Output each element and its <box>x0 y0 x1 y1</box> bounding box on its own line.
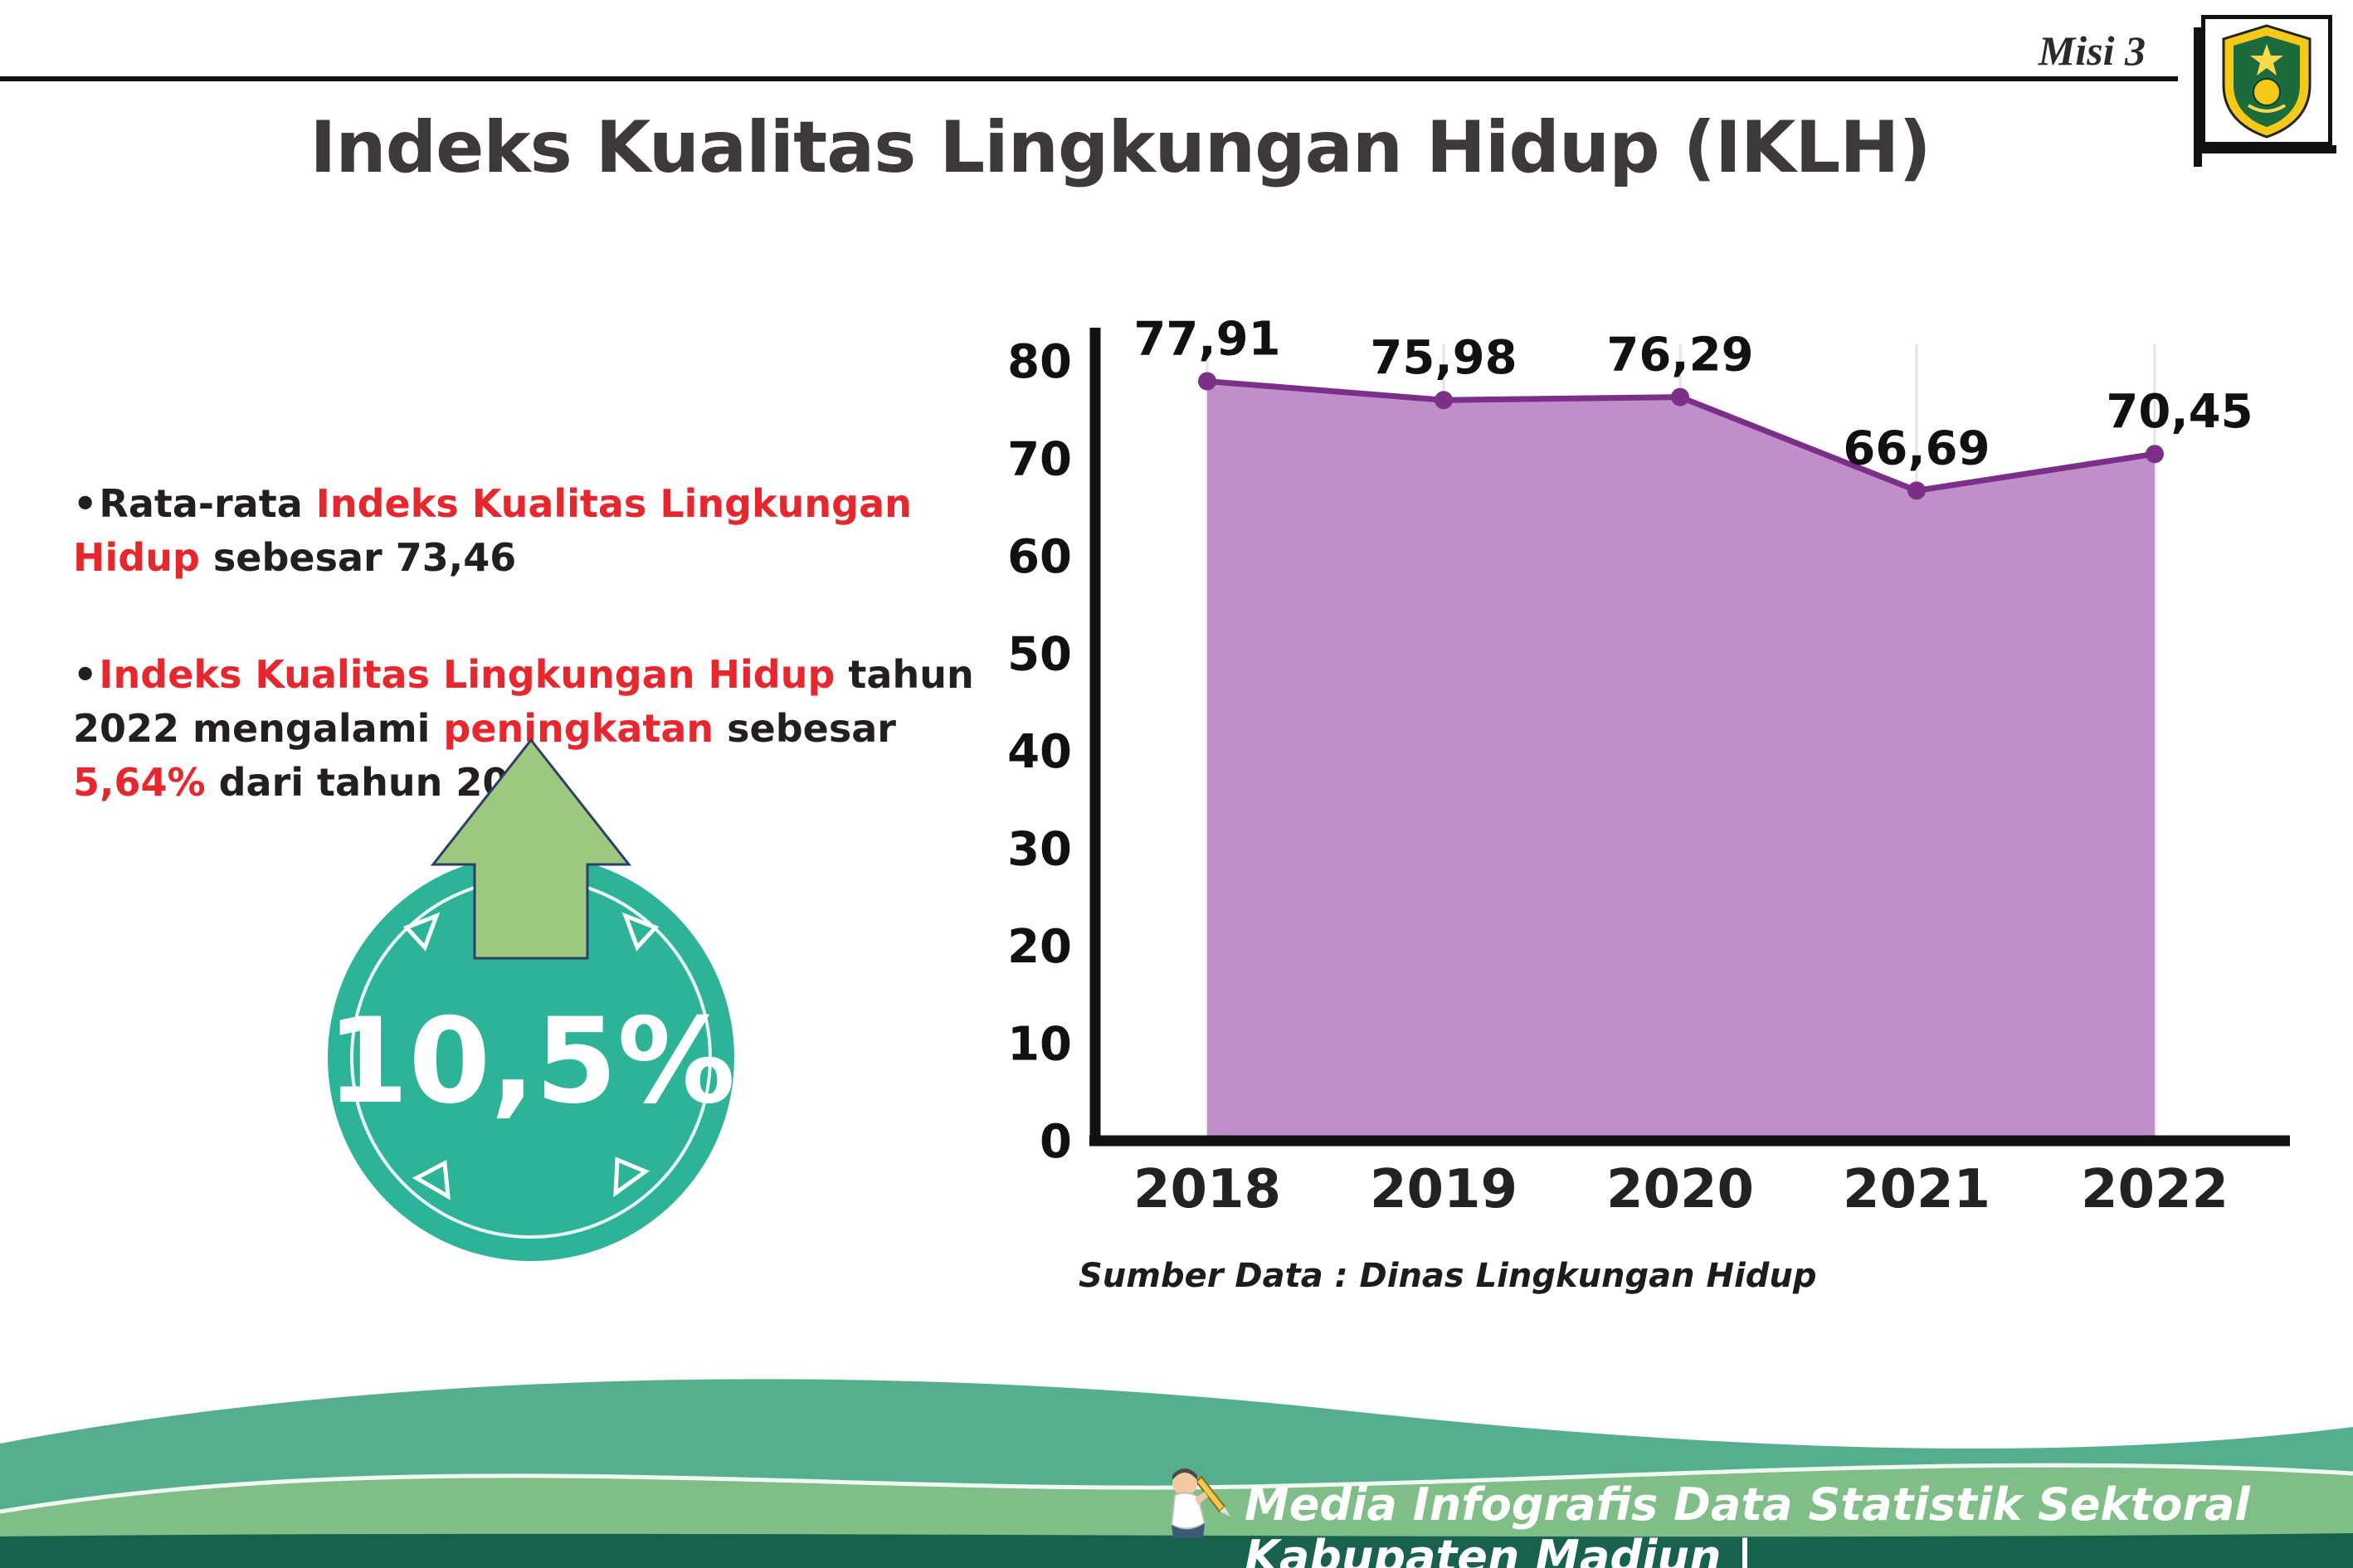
bullet2-highlight2: peningkatan <box>443 705 714 751</box>
value-label: 70,45 <box>2106 385 2253 439</box>
footer-caption: Media Infografis Data Statistik Sektoral… <box>1245 1478 2250 1568</box>
data-point <box>1907 481 1926 500</box>
bullet2-highlight1: Indeks Kualitas Lingkungan Hidup <box>99 651 835 697</box>
badge-circle <box>328 855 734 1261</box>
y-tick-label: 60 <box>1007 530 1072 584</box>
y-tick-label: 10 <box>1007 1018 1072 1072</box>
bullet2-text2: sebesar <box>714 705 896 751</box>
y-tick-label: 20 <box>1007 920 1072 974</box>
iklh-chart: 0 10 20 30 40 50 60 70 80 2018 2019 2020 2021 2022 77,… <box>1007 274 2323 1319</box>
mascot-icon <box>1153 1458 1236 1550</box>
y-tick-label: 0 <box>1040 1115 1072 1169</box>
bullet1-highlight: Indeks Kualitas Lingkungan Hidup <box>73 481 912 581</box>
logo-bottom-bracket <box>2194 145 2336 153</box>
kabupaten-madiun-logo <box>2194 15 2336 167</box>
logo-left-bracket <box>2194 27 2202 167</box>
x-tick-label: 2022 <box>2081 1159 2229 1220</box>
misi-label: Misi 3 <box>2038 27 2146 74</box>
bullet-dot: • <box>73 481 98 526</box>
x-tick-label: 2021 <box>1843 1159 1990 1220</box>
bullet1-value: sebesar 73,46 <box>199 535 517 581</box>
data-point <box>1671 387 1689 407</box>
footer-strip-dark <box>0 1533 2353 1568</box>
x-tick-label: 2019 <box>1370 1159 1518 1220</box>
bullet2-highlight3: 5,64% <box>73 760 206 806</box>
badge-value: 10,5% <box>327 993 736 1130</box>
area-series <box>1207 381 2155 1141</box>
data-point <box>1198 372 1216 391</box>
value-label: 75,98 <box>1370 331 1517 385</box>
value-label: 76,29 <box>1606 329 1753 382</box>
value-label: 77,91 <box>1133 313 1280 367</box>
y-tick-label: 50 <box>1007 628 1072 682</box>
x-tick-label: 2020 <box>1606 1159 1754 1220</box>
bullet1-text: Rata-rata <box>99 481 316 526</box>
y-tick-label: 70 <box>1007 433 1072 487</box>
value-label: 66,69 <box>1843 421 1990 475</box>
page-title: Indeks Kualitas Lingkungan Hidup (IKLH) <box>309 106 1931 189</box>
up-arrow-icon <box>430 738 632 960</box>
summary-bullets: •Rata-rata Indeks Kualitas Lingkungan Hi… <box>73 477 977 873</box>
y-tick-label: 80 <box>1007 335 1072 389</box>
bullet2-text1: tahun 2022 mengalami <box>73 651 974 751</box>
percentage-increase-badge: 10,5% <box>274 730 788 1269</box>
data-point <box>1435 391 1453 410</box>
data-point <box>2146 445 2164 464</box>
top-divider-line <box>0 76 2178 81</box>
data-source-caption: Sumber Data : Dinas Lingkungan Hidup <box>1079 1257 1817 1295</box>
kabupaten-madiun-crest-icon <box>2222 24 2312 139</box>
bullet-average-iklh: •Rata-rata Indeks Kualitas Lingkungan Hi… <box>73 477 977 586</box>
x-tick-label: 2018 <box>1133 1159 1281 1220</box>
y-tick-label: 30 <box>1007 823 1072 877</box>
y-tick-label: 40 <box>1007 725 1072 779</box>
bullet-dot: • <box>73 651 98 697</box>
bullet-iklh-increase: •Indeks Kualitas Lingkungan Hidup tahun … <box>73 648 977 811</box>
